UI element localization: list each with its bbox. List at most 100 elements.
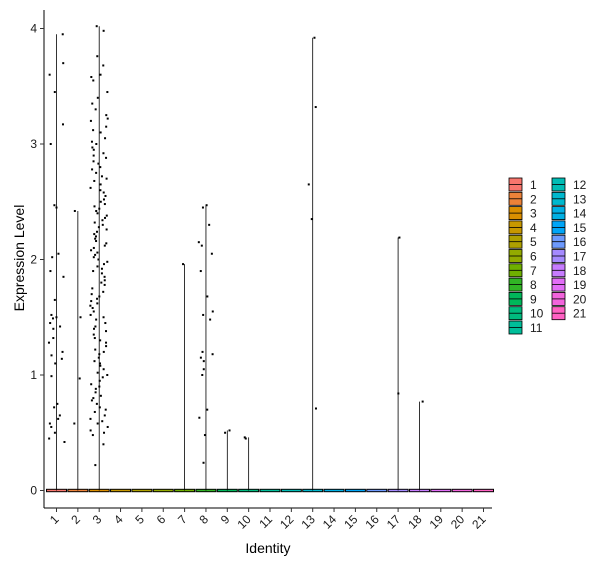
data-point xyxy=(91,168,94,171)
legend-label: 8 xyxy=(530,278,537,292)
data-point xyxy=(208,223,211,226)
data-point xyxy=(211,353,214,356)
legend-label: 5 xyxy=(530,235,537,249)
data-point xyxy=(78,377,81,380)
data-point xyxy=(243,436,246,439)
legend-label: 17 xyxy=(573,250,587,264)
data-point xyxy=(99,394,102,397)
data-point xyxy=(106,260,109,263)
data-point xyxy=(90,140,93,143)
legend-label: 7 xyxy=(530,264,537,278)
data-point xyxy=(97,226,100,229)
data-point xyxy=(92,160,95,163)
x-tick-label: 20 xyxy=(448,512,468,532)
data-point xyxy=(48,73,51,76)
data-point xyxy=(92,397,95,400)
data-point xyxy=(101,219,104,222)
data-point xyxy=(98,379,101,382)
data-point xyxy=(94,348,97,351)
data-point xyxy=(313,36,316,39)
data-point xyxy=(58,414,61,417)
data-point xyxy=(94,108,97,111)
violin-body-20 xyxy=(451,488,473,493)
legend-item-5: 5 xyxy=(508,234,537,249)
legend-item-16: 16 xyxy=(551,234,587,249)
data-point xyxy=(102,64,105,67)
data-point xyxy=(105,242,108,245)
data-point xyxy=(99,189,102,192)
data-point xyxy=(73,209,76,212)
data-point xyxy=(202,461,205,464)
data-point xyxy=(94,235,97,238)
violin-body-21 xyxy=(473,488,494,493)
data-point xyxy=(49,322,52,325)
data-point xyxy=(91,287,94,290)
data-point xyxy=(105,228,108,231)
data-point xyxy=(102,368,105,371)
data-point xyxy=(101,376,104,379)
legend-item-19: 19 xyxy=(551,277,587,292)
data-point xyxy=(105,330,108,333)
data-point xyxy=(100,272,103,275)
x-tick-label: 12 xyxy=(277,512,297,532)
data-point xyxy=(93,179,96,182)
violin-14 xyxy=(323,488,345,493)
legend-label: 10 xyxy=(530,307,544,321)
data-point xyxy=(103,203,106,206)
violin-body-14 xyxy=(323,488,345,493)
data-point xyxy=(52,337,55,340)
violin-5 xyxy=(131,488,153,493)
data-point xyxy=(102,350,105,353)
data-point xyxy=(102,316,105,319)
data-point xyxy=(96,302,99,305)
data-point xyxy=(92,333,95,336)
data-point xyxy=(90,293,93,296)
data-point xyxy=(93,233,96,236)
data-point xyxy=(201,350,204,353)
legend-item-21: 21 xyxy=(551,306,587,321)
violin-8 xyxy=(195,204,217,493)
x-tick-label: 6 xyxy=(154,512,169,527)
legend-item-14: 14 xyxy=(551,206,587,221)
legend-item-12: 12 xyxy=(551,177,587,192)
data-point xyxy=(103,279,106,282)
data-point xyxy=(92,310,95,313)
data-point xyxy=(96,422,99,425)
data-point xyxy=(95,25,98,28)
violin-body-12 xyxy=(280,488,302,493)
violin-17 xyxy=(387,236,409,493)
data-point xyxy=(57,252,60,255)
legend-label: 11 xyxy=(530,321,543,335)
data-point xyxy=(95,230,98,233)
data-point xyxy=(96,96,99,99)
x-tick-label: 10 xyxy=(234,512,254,532)
data-point xyxy=(62,275,65,278)
data-point xyxy=(102,290,105,293)
data-point xyxy=(102,263,105,266)
data-point xyxy=(73,422,76,425)
data-point xyxy=(106,117,109,120)
data-point xyxy=(97,258,100,261)
data-point xyxy=(102,152,105,155)
plot-marks xyxy=(46,25,494,493)
violin-18 xyxy=(408,400,430,493)
data-point xyxy=(93,221,96,224)
data-point xyxy=(99,166,102,169)
data-point xyxy=(89,304,92,307)
violin-body-19 xyxy=(430,488,452,493)
violin-body-4 xyxy=(110,488,132,493)
data-point xyxy=(200,244,203,247)
data-point xyxy=(398,236,401,239)
data-point xyxy=(55,316,58,319)
data-point xyxy=(95,209,98,212)
data-point xyxy=(102,443,105,446)
violin-20 xyxy=(451,488,473,493)
data-point xyxy=(106,374,109,376)
data-point xyxy=(89,313,92,316)
data-point xyxy=(49,143,52,145)
data-point xyxy=(95,318,98,321)
data-point xyxy=(307,183,310,186)
data-point xyxy=(53,298,56,301)
y-tick-label: 3 xyxy=(30,137,37,151)
data-point xyxy=(92,154,95,157)
